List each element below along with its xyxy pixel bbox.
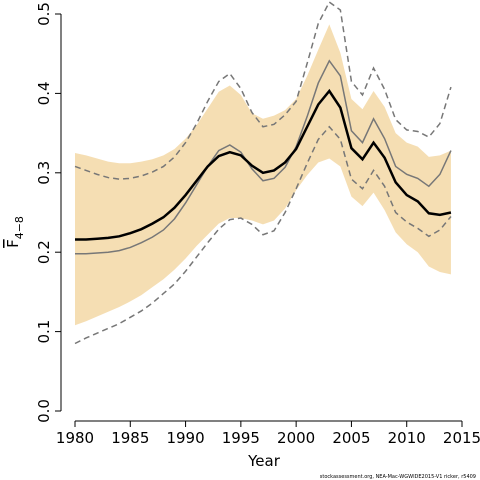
x-tick-label: 2015 [443, 429, 480, 447]
x-tick-label: 1995 [222, 429, 260, 447]
series-line [74, 125, 452, 345]
y-tick-label: 0.0 [35, 399, 53, 423]
y-label-main: F [4, 239, 22, 248]
y-axis-label: F4−8 [4, 216, 26, 248]
confidence-band [75, 24, 451, 326]
x-tick-label: 2005 [332, 429, 370, 447]
x-axis-label: Year [247, 452, 281, 470]
x-tick-label: 1985 [111, 429, 149, 447]
x-tick-label: 1980 [56, 429, 94, 447]
x-tick-label: 1990 [166, 429, 204, 447]
footnote: stockassessment.org, NEA-Mac-WGWIDE2015-… [320, 474, 476, 480]
y-tick-label: 0.5 [35, 2, 53, 26]
x-tick-label: 2010 [388, 429, 426, 447]
x-tick-label: 2000 [277, 429, 315, 447]
series-line [74, 0, 452, 180]
y-label-sub: 4−8 [13, 216, 26, 239]
y-tick-label: 0.1 [35, 320, 53, 344]
series-line [75, 59, 452, 255]
y-tick-label: 0.2 [35, 240, 53, 264]
series-line [75, 88, 452, 241]
y-tick-label: 0.4 [35, 81, 53, 105]
y-tick-label: 0.3 [35, 161, 53, 185]
